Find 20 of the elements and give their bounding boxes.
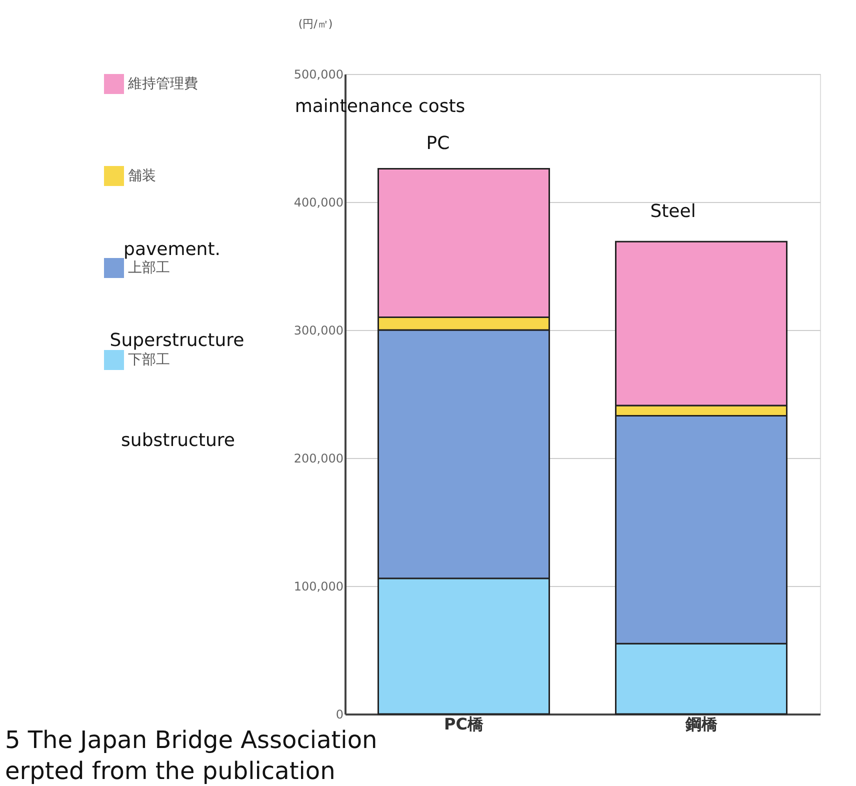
legend-label: 上部工 [128,260,170,276]
text: substructure [121,430,235,451]
text: pavement. [124,239,220,260]
x-tick-label: PC橋 [444,714,484,734]
y-tick-label: 200,000 [294,452,344,466]
text: erpted from the publication [5,757,336,785]
y-tick-label: 400,000 [294,196,344,210]
x-tick-label: 鋼橋 [684,714,718,734]
y-tick-label: 300,000 [294,324,344,338]
annotation: PC [426,133,450,154]
y-tick-label: 500,000 [294,68,344,82]
y-tick-label: 100,000 [294,580,344,594]
legend-label: 舗装 [128,168,156,184]
y-tick-label: 0 [336,708,344,722]
legend-label: 維持管理費 [127,76,198,92]
text: Superstructure [110,330,244,351]
y-axis-title: (円/㎡) [298,18,333,30]
text: 5 The Japan Bridge Association [5,726,378,754]
annotation: Steel [650,201,696,222]
legend-label: 下部工 [128,352,170,368]
